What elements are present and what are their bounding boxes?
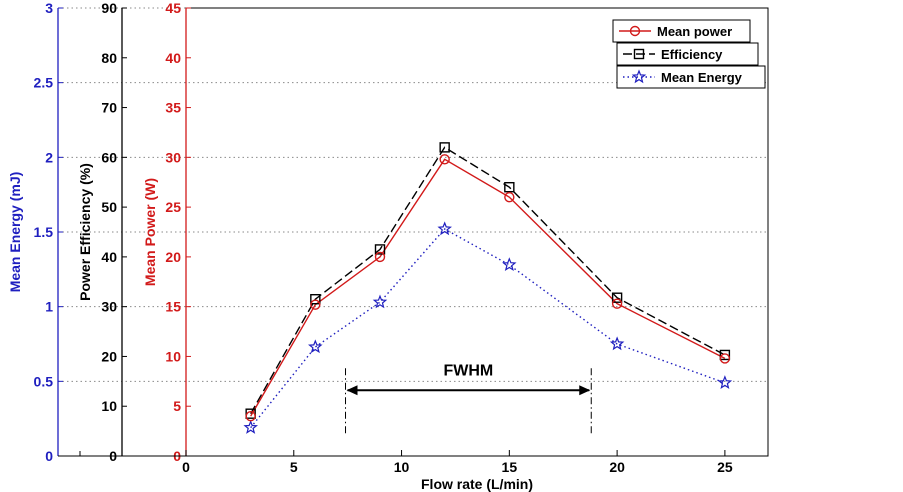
power-tick-label: 20 [165, 249, 181, 265]
mean-energy-point [609, 336, 625, 351]
series-line-mean-energy [250, 228, 726, 429]
energy-tick-label: 0 [45, 448, 53, 464]
mean-power-point [374, 251, 386, 263]
efficiency-tick-label: 50 [101, 199, 117, 215]
legend-label: Mean Energy [661, 70, 743, 85]
legend-entry-mean-energy: Mean Energy [616, 65, 766, 89]
series-layer [243, 142, 733, 434]
efficiency-tick-label: 30 [101, 299, 117, 315]
mean-energy-point [502, 257, 517, 272]
legend-swatch-marker [631, 69, 647, 84]
legend-entry-efficiency: Efficiency [616, 42, 759, 66]
efficiency-tick-label: 20 [101, 348, 117, 364]
efficiency-tick-label: 70 [101, 100, 117, 116]
legend-swatch-marker [629, 25, 641, 37]
x-tick-label: 10 [394, 459, 410, 475]
mean-power-point [504, 191, 515, 203]
efficiency-point [310, 294, 321, 305]
mean-energy-point [308, 339, 323, 354]
grid-lines [58, 7, 768, 382]
energy-axis-title: Mean Energy (mJ) [7, 172, 23, 293]
energy-tick-label: 1.5 [34, 224, 54, 240]
power-tick-label: 30 [165, 149, 181, 165]
power-tick-label: 40 [165, 50, 181, 66]
legend-entry-mean-power: Mean power [612, 19, 751, 43]
mean-energy-point [437, 221, 452, 236]
mean-power-point [310, 299, 321, 310]
x-tick-label: 20 [609, 459, 625, 475]
energy-tick-label: 0.5 [34, 373, 54, 389]
legend-label: Mean power [657, 24, 732, 39]
legend: Mean power Efficiency Mean Energy [612, 19, 766, 89]
legend-swatch-marker [633, 48, 645, 60]
efficiency-point [374, 244, 386, 255]
x-tick-label: 5 [290, 459, 298, 475]
legend-label: Efficiency [661, 47, 723, 62]
efficiency-tick-label: 60 [101, 149, 117, 165]
series-line-efficiency [250, 146, 726, 415]
mean-energy-point [717, 375, 733, 390]
energy-tick-label: 2.5 [34, 75, 54, 91]
efficiency-tick-label: 80 [101, 50, 117, 66]
legend-box [616, 42, 759, 66]
power-axis-title: Mean Power (W) [142, 178, 158, 286]
efficiency-tick-label: 10 [101, 398, 117, 414]
x-tick-label: 0 [182, 459, 190, 475]
power-tick-label: 35 [165, 100, 181, 116]
energy-tick-label: 1 [45, 299, 53, 315]
efficiency-point [439, 142, 450, 153]
mean-power-point [719, 353, 731, 364]
fwhm-arrow-head-left [346, 385, 358, 396]
x-tick-label: 15 [502, 459, 518, 475]
fwhm-label: FWHM [443, 362, 493, 379]
efficiency-point [719, 349, 731, 361]
power-tick-label: 15 [165, 299, 181, 315]
legend-box [612, 19, 751, 43]
x-axis-title: Flow rate (L/min) [421, 476, 533, 492]
power-tick-label: 5 [173, 398, 181, 414]
power-tick-label: 45 [165, 0, 181, 16]
mean-energy-point [243, 419, 258, 434]
energy-tick-label: 2 [45, 149, 53, 165]
mean-power-point [611, 298, 623, 309]
legend-box [616, 65, 766, 89]
axes: 0 0.5 1 1.5 2 2.5 3 Mean Energy (mJ) 0 10 20 30 40 50… [7, 0, 769, 492]
mean-energy-point [372, 294, 388, 309]
efficiency-point [504, 181, 515, 193]
fwhm-arrow-head-right [579, 385, 591, 396]
x-tick-label: 25 [717, 459, 733, 475]
power-tick-label: 25 [165, 199, 181, 215]
mean-power-point [245, 410, 256, 422]
mean-power-point [439, 154, 450, 165]
efficiency-tick-label: 40 [101, 249, 117, 265]
efficiency-tick-label: 90 [101, 0, 117, 16]
series-line-mean-power [250, 158, 726, 417]
fwhm-annotation: FWHM [345, 362, 592, 436]
energy-tick-label: 3 [45, 0, 53, 16]
efficiency-point [611, 292, 623, 303]
power-tick-label: 10 [165, 348, 181, 364]
efficiency-axis-title: Power Efficiency (%) [77, 163, 93, 301]
